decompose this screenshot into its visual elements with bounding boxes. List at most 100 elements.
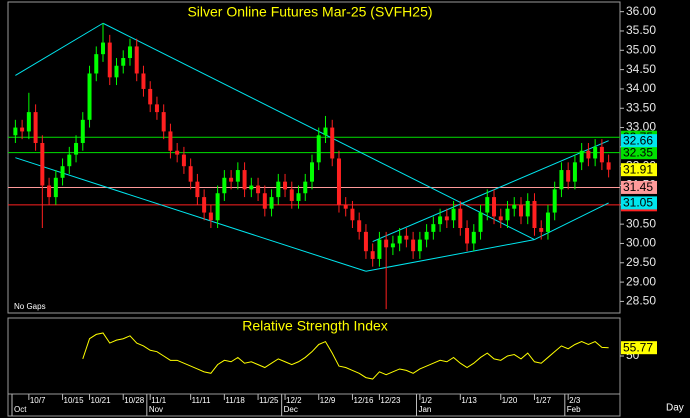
candle-body [377, 239, 382, 259]
candle-body [525, 200, 530, 217]
trend-line [15, 22, 104, 76]
last-price-tag: 31.91 [623, 162, 653, 176]
x-tick-label: 11/18 [225, 396, 245, 405]
trend-tag-box [621, 134, 657, 148]
trend-line [365, 239, 535, 272]
candle-body [357, 220, 362, 232]
month-label: Dec [284, 405, 298, 414]
y-tick-label: 34.00 [626, 81, 656, 95]
candle-body [107, 42, 112, 78]
candle-body [101, 42, 106, 55]
candle-body [444, 216, 449, 221]
x-tick-label: 10/21 [91, 396, 112, 405]
candle-body [438, 216, 443, 225]
candle-body [249, 185, 254, 190]
level-tag: 31.45 [623, 180, 653, 194]
candle-body [404, 235, 409, 240]
candle-body [262, 193, 267, 209]
candle-body [384, 239, 389, 248]
x-axis-label: Day [666, 403, 684, 414]
candle-body [485, 197, 490, 213]
candle-body [572, 162, 577, 182]
candle-body [336, 158, 341, 205]
candle-body [13, 127, 18, 136]
rsi-line [82, 332, 609, 380]
month-label: Feb [567, 405, 581, 414]
x-tick-label: 10/15 [64, 396, 85, 405]
rsi-last-tag-box [621, 341, 657, 355]
candle-body [492, 197, 497, 217]
candle-body [80, 119, 85, 144]
x-tick-label: 1/27 [535, 396, 551, 405]
trend-tag: 32.66 [623, 133, 653, 147]
candle-body [269, 197, 274, 209]
last-price-tag-box [621, 163, 657, 177]
candle-body [559, 170, 564, 190]
trend-line [372, 140, 609, 242]
x-tick-label: 12/23 [380, 396, 401, 405]
candle-body [60, 166, 65, 178]
y-tick-label: 30.00 [626, 236, 656, 250]
candle-body [424, 231, 429, 240]
candle-body [67, 154, 72, 167]
candle-body [431, 224, 436, 232]
candle-body [330, 127, 335, 159]
candle-body [121, 58, 126, 66]
candle-body [316, 135, 321, 163]
candle-body [74, 143, 79, 155]
candle-body [343, 204, 348, 209]
candle-body [552, 189, 557, 213]
x-tick-label: 11/25 [259, 396, 279, 405]
candle-body [458, 208, 463, 229]
candle-body [47, 185, 52, 198]
candle-body [498, 216, 503, 221]
candle-body [606, 162, 611, 170]
candle-body [33, 112, 38, 144]
y-tick-label: 33.50 [626, 100, 656, 114]
y-tick-label: 33.00 [626, 120, 656, 134]
candle-body [148, 88, 153, 105]
y-tick-label: 34.50 [626, 62, 656, 76]
candle-body [471, 231, 476, 244]
candle-body [451, 208, 456, 221]
trend-line [15, 157, 367, 272]
candle-body [545, 212, 550, 232]
x-tick-label: 10/7 [30, 396, 46, 405]
candle-body [222, 177, 227, 194]
candle-body [323, 127, 328, 136]
price-panel [7, 1, 621, 314]
candle-body [242, 170, 247, 190]
candle-body [195, 181, 200, 198]
y-tick-label: 35.50 [626, 23, 656, 37]
trend-tag: 31.05 [623, 196, 653, 210]
trend-tag-box [621, 196, 657, 210]
x-tick-label: 2/3 [569, 396, 581, 405]
chart-title: Silver Online Futures Mar-25 (SVFH25) [187, 4, 432, 20]
y-tick-label: 29.00 [626, 274, 656, 288]
candle-body [465, 228, 470, 244]
month-label: Jan [418, 405, 431, 414]
candle-body [417, 239, 422, 252]
x-tick-label: 12/9 [320, 396, 336, 405]
level-tag-box [621, 146, 657, 160]
date-axis [7, 393, 621, 417]
candle-body [175, 150, 180, 155]
x-tick-label: 1/20 [502, 396, 518, 405]
level-tag-box [621, 180, 657, 194]
trend-line [534, 202, 609, 241]
candle-body [310, 162, 314, 182]
candle-body [40, 143, 45, 186]
x-tick-label: 11/11 [192, 396, 211, 405]
candle-body [518, 204, 523, 217]
candle-body [390, 243, 395, 248]
candle-body [478, 212, 483, 232]
x-tick-label: 1/13 [461, 396, 477, 405]
y-tick-label: 30.50 [626, 216, 656, 230]
candle-body [276, 181, 281, 198]
candle-body [586, 150, 591, 159]
annotation: No Gaps [14, 302, 46, 311]
x-tick-label: 1/2 [421, 396, 433, 405]
rsi-last-tag: 55.77 [623, 340, 653, 354]
candle-body [154, 104, 159, 113]
candle-body [53, 177, 58, 198]
